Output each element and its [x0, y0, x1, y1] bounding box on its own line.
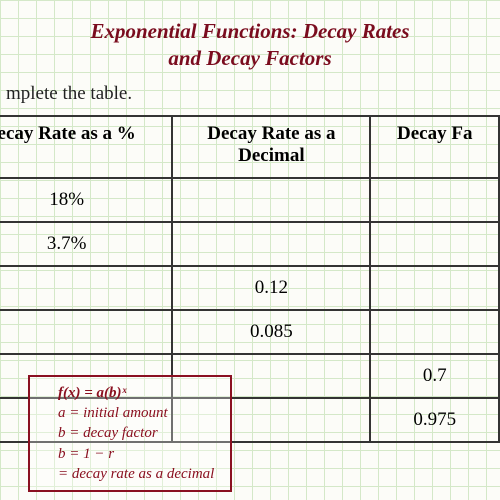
cell-percent	[0, 266, 172, 310]
cell-decimal: 0.12	[172, 266, 370, 310]
cell-factor	[370, 310, 499, 354]
header-decimal-line1: Decay Rate as a	[207, 123, 335, 144]
cell-factor: 0.7	[370, 354, 499, 398]
formula-b2: b = 1 − r	[58, 444, 214, 464]
table-header-row: ecay Rate as a % Decay Rate as a Decimal…	[0, 116, 499, 178]
page-container: Exponential Functions: Decay Rates and D…	[0, 0, 500, 500]
cell-factor	[370, 222, 499, 266]
cell-percent	[0, 310, 172, 354]
formula-a: a = initial amount	[58, 403, 214, 423]
title-line-2: and Decay Factors	[168, 46, 331, 70]
cell-decimal: 0.085	[172, 310, 370, 354]
cell-factor	[370, 178, 499, 222]
cell-factor	[370, 266, 499, 310]
cell-decimal	[172, 178, 370, 222]
formula-function: f(x) = a(b)ˣ	[58, 383, 214, 403]
formula-box: f(x) = a(b)ˣ a = initial amount b = deca…	[28, 375, 232, 492]
table-row: 0.12	[0, 266, 499, 310]
cell-percent: 18%	[0, 178, 172, 222]
header-factor: Decay Fa	[370, 116, 499, 178]
header-decimal: Decay Rate as a Decimal	[172, 116, 370, 178]
table-row: 3.7%	[0, 222, 499, 266]
cell-decimal	[172, 222, 370, 266]
title-line-1: Exponential Functions: Decay Rates	[90, 19, 409, 43]
header-decimal-line2: Decimal	[238, 145, 304, 166]
formula-b1: b = decay factor	[58, 423, 214, 443]
instruction-text: mplete the table.	[0, 79, 500, 115]
cell-percent: 3.7%	[0, 222, 172, 266]
table-row: 0.085	[0, 310, 499, 354]
page-title: Exponential Functions: Decay Rates and D…	[0, 0, 500, 79]
cell-factor: 0.975	[370, 398, 499, 442]
table-row: 18%	[0, 178, 499, 222]
header-percent: ecay Rate as a %	[0, 116, 172, 178]
formula-r: = decay rate as a decimal	[58, 464, 214, 484]
